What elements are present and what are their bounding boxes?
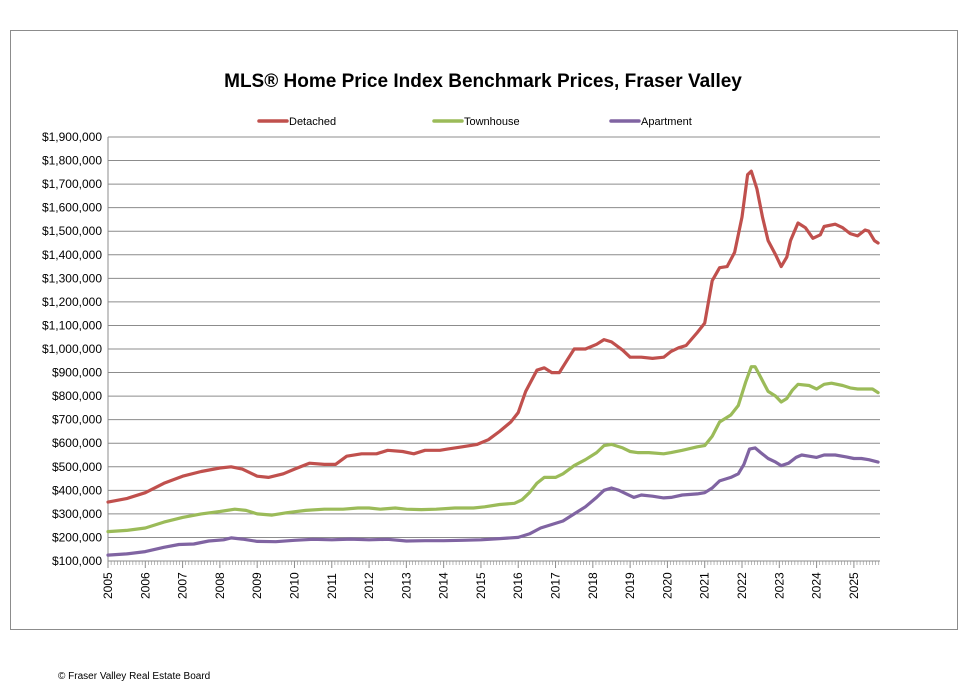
legend-item-apartment: Apartment <box>609 116 692 128</box>
y-tick-labels: $100,000 $200,000 $300,000 $400,000 $500,000… <box>42 130 102 568</box>
y-tick-label: $1,500,000 <box>42 224 102 238</box>
x-tick-label: 2014 <box>437 572 451 599</box>
y-tick-label: $1,000,000 <box>42 342 102 356</box>
x-tick-label: 2015 <box>474 572 488 599</box>
x-tick-label: 2005 <box>101 572 115 599</box>
x-tick-label: 2007 <box>176 572 190 599</box>
chart-title: MLS® Home Price Index Benchmark Prices, … <box>224 71 742 92</box>
y-tick-label: $300,000 <box>52 507 102 521</box>
x-tick-label: 2011 <box>325 573 339 599</box>
y-tick-label: $400,000 <box>52 483 102 497</box>
legend-item-townhouse: Townhouse <box>432 116 520 128</box>
y-tick-label: $1,100,000 <box>42 318 102 332</box>
y-tick-label: $1,400,000 <box>42 248 102 262</box>
chart-frame: MLS® Home Price Index Benchmark Prices, … <box>10 30 958 630</box>
x-tick-label: 2017 <box>549 572 563 599</box>
y-tick-label: $1,800,000 <box>42 154 102 168</box>
x-tick-label: 2022 <box>735 572 749 599</box>
x-tick-label: 2019 <box>623 572 637 599</box>
x-tick-label: 2021 <box>698 572 712 599</box>
y-tick-label: $1,700,000 <box>42 177 102 191</box>
y-tick-label: $800,000 <box>52 389 102 403</box>
chart-legend: Detached Townhouse Apartment <box>257 116 692 128</box>
legend-label: Apartment <box>641 116 692 128</box>
series-lines <box>106 169 880 557</box>
y-tick-label: $600,000 <box>52 436 102 450</box>
x-tick-labels: 2005 2006 2007 2008 2009 2010 2011 2012 2013 2014… <box>101 572 861 599</box>
x-tick-label: 2024 <box>810 572 824 599</box>
x-tick-label: 2016 <box>511 572 525 599</box>
y-tick-label: $900,000 <box>52 366 102 380</box>
y-tick-label: $1,200,000 <box>42 295 102 309</box>
x-tick-label: 2020 <box>660 572 674 599</box>
x-tick-label: 2013 <box>399 572 413 599</box>
y-tick-label: $200,000 <box>52 530 102 544</box>
x-tick-label: 2010 <box>287 572 301 599</box>
x-tick-label: 2008 <box>213 572 227 599</box>
copyright-text: © Fraser Valley Real Estate Board <box>58 671 211 682</box>
x-tick-label: 2018 <box>586 572 600 599</box>
y-tick-label: $700,000 <box>52 413 102 427</box>
gridlines <box>108 136 880 562</box>
y-tick-label: $100,000 <box>52 554 102 568</box>
x-tick-label: 2006 <box>138 572 152 599</box>
y-tick-label: $1,300,000 <box>42 271 102 285</box>
legend-label: Detached <box>289 116 336 128</box>
x-tick-label: 2023 <box>772 572 786 599</box>
x-tick-label: 2009 <box>250 572 264 599</box>
legend-item-detached: Detached <box>257 116 336 128</box>
series-line-townhouse <box>106 365 880 534</box>
x-tick-label: 2012 <box>362 572 376 599</box>
y-tick-label: $500,000 <box>52 460 102 474</box>
x-tick-label: 2025 <box>847 572 861 599</box>
chart-svg: MLS® Home Price Index Benchmark Prices, … <box>42 71 880 599</box>
legend-label: Townhouse <box>464 116 520 128</box>
y-tick-label: $1,900,000 <box>42 130 102 144</box>
axes <box>107 137 880 568</box>
series-line-apartment <box>106 446 880 557</box>
series-line-detached <box>106 169 880 504</box>
y-tick-label: $1,600,000 <box>42 201 102 215</box>
